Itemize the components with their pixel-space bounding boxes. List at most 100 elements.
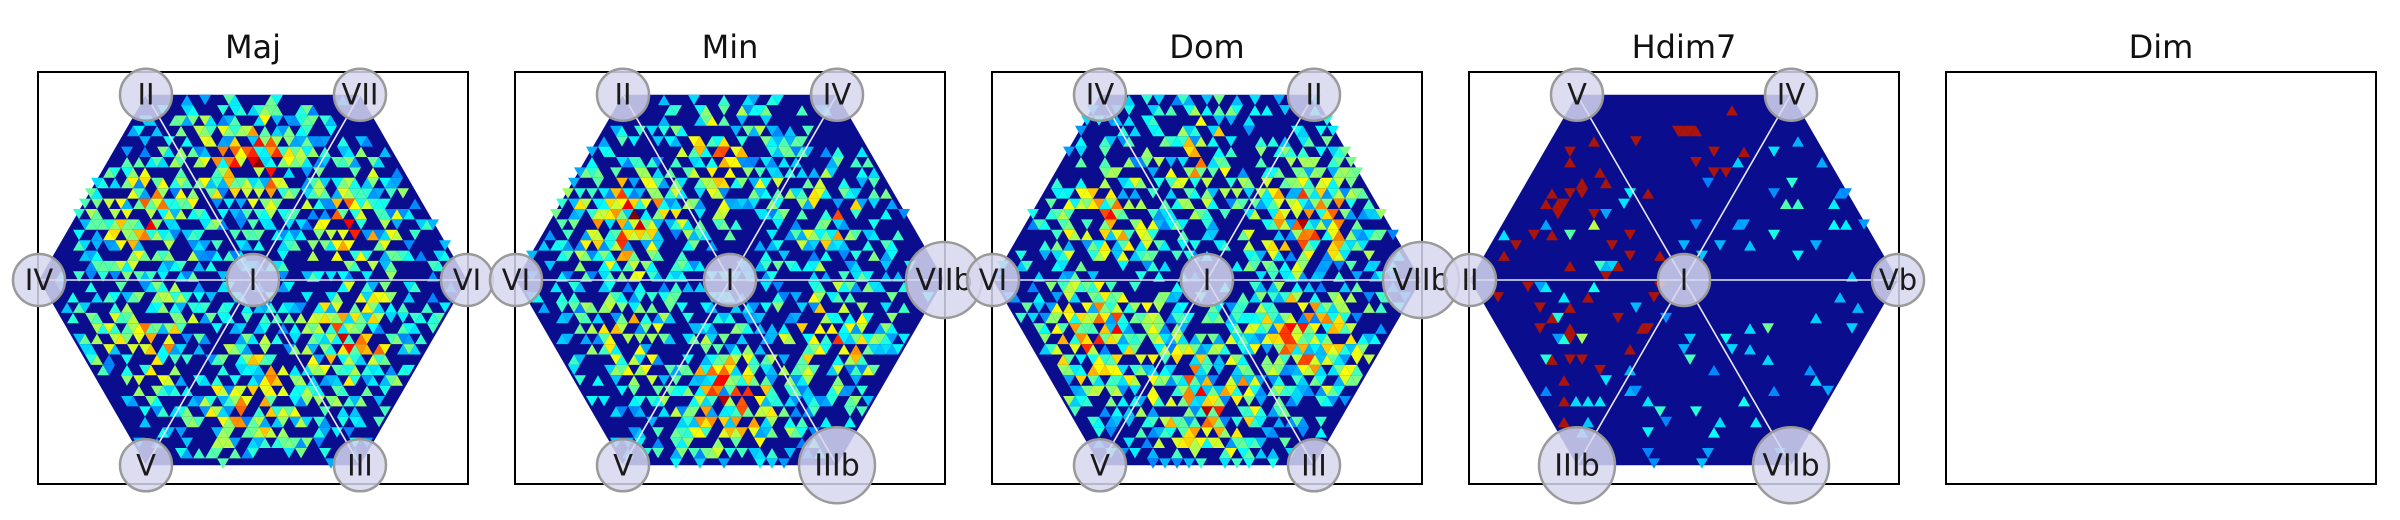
heat-cell <box>760 115 772 126</box>
heat-cell <box>844 292 856 303</box>
heat-cell <box>1165 177 1177 189</box>
heat-cell <box>91 240 103 251</box>
heat-cell <box>820 271 832 282</box>
heat-cell <box>1828 219 1840 230</box>
heat-cell <box>790 375 802 386</box>
heat-cell <box>862 157 874 168</box>
heat-cell <box>145 229 157 241</box>
heat-cell <box>163 260 175 272</box>
heat-cell <box>1087 354 1099 365</box>
heat-cell <box>1816 157 1828 168</box>
heat-cell <box>1063 146 1075 157</box>
heat-cell <box>1345 260 1357 272</box>
heat-cell <box>277 209 289 220</box>
heat-cell <box>1063 396 1075 407</box>
heat-cell <box>1099 167 1111 178</box>
heat-cell <box>385 302 397 313</box>
heat-cell <box>1213 125 1225 137</box>
heat-cell <box>283 229 295 241</box>
heat-cell <box>1165 292 1177 303</box>
heat-cell <box>1171 177 1183 189</box>
heat-cell <box>1099 219 1111 230</box>
heat-cell <box>664 136 676 147</box>
heat-cell <box>586 302 598 313</box>
heat-cell <box>1357 240 1369 251</box>
heat-cell <box>1261 354 1273 365</box>
heat-cell <box>1624 229 1636 241</box>
heat-cell <box>235 364 247 376</box>
heat-cell <box>814 302 826 313</box>
heat-cell <box>1279 260 1291 272</box>
heat-cell <box>289 333 301 345</box>
heat-cell <box>385 188 397 199</box>
heat-cell <box>730 177 742 189</box>
heat-cell <box>1057 209 1069 220</box>
heat-cell <box>586 157 598 168</box>
heat-cell <box>832 375 844 386</box>
heat-cell <box>1213 105 1225 116</box>
heat-cell <box>1207 396 1219 407</box>
heat-cell <box>163 323 175 334</box>
heat-cell <box>628 302 640 313</box>
heat-cell <box>253 209 265 220</box>
heat-cell <box>556 240 568 251</box>
heat-cell <box>1075 188 1087 199</box>
heat-cell <box>808 240 820 251</box>
heat-cell <box>307 105 319 116</box>
node-circle <box>1072 67 1128 122</box>
heat-cell <box>622 157 634 168</box>
heat-cell <box>640 344 652 355</box>
heat-cell <box>1201 177 1213 189</box>
heat-cell <box>1297 312 1309 324</box>
heat-cell <box>1255 136 1267 147</box>
heat-cell <box>1201 354 1213 365</box>
heat-cell <box>844 229 856 241</box>
heat-cell <box>736 136 748 147</box>
heat-cell <box>790 406 802 417</box>
heat-cell <box>898 209 910 220</box>
heat-cell <box>1267 188 1279 199</box>
heat-cell <box>1720 333 1732 345</box>
heat-cell <box>1315 209 1327 220</box>
heat-cell <box>1231 312 1243 324</box>
heat-cell <box>313 271 325 282</box>
heat-cell <box>1105 188 1117 199</box>
heat-cell <box>1153 437 1165 448</box>
heat-cell <box>604 229 616 241</box>
heat-cell <box>247 427 259 438</box>
heat-cell <box>1249 406 1261 417</box>
heat-cell <box>574 250 586 261</box>
heat-cell <box>1123 375 1135 386</box>
heat-cell <box>1075 198 1087 209</box>
heat-cell <box>1279 333 1291 345</box>
heat-cell <box>748 354 760 365</box>
heat-cell <box>253 302 265 313</box>
heat-cell <box>1363 354 1375 365</box>
heat-cell <box>610 354 622 365</box>
heat-cell <box>175 146 187 157</box>
heat-cell <box>1564 354 1576 365</box>
heat-cell <box>271 375 283 386</box>
heat-cell <box>1273 229 1285 241</box>
heat-cell <box>820 333 832 345</box>
heat-cell <box>1690 125 1702 137</box>
heat-cell <box>1564 188 1576 199</box>
heat-cell <box>784 375 796 386</box>
heat-cell <box>1279 219 1291 230</box>
heat-cell <box>718 458 730 469</box>
node-center: I <box>225 252 281 308</box>
heat-cell <box>1858 219 1870 230</box>
heat-cell <box>1267 292 1279 303</box>
heat-cell <box>1081 188 1093 199</box>
heat-cell <box>574 354 586 365</box>
heat-cell <box>1273 250 1285 261</box>
heat-cell <box>1207 136 1219 147</box>
heat-cell <box>1237 437 1249 448</box>
heat-cell <box>1183 427 1195 438</box>
heat-cell <box>1297 271 1309 282</box>
heat-cell <box>253 146 265 157</box>
heat-cell <box>844 323 856 334</box>
heat-cell <box>1129 302 1141 313</box>
heat-cell <box>73 302 85 313</box>
heat-cell <box>121 157 133 168</box>
